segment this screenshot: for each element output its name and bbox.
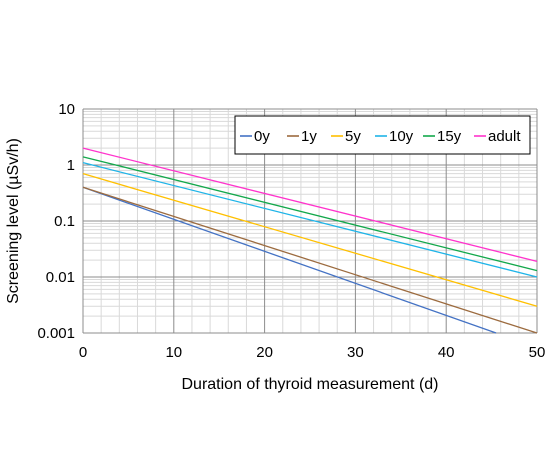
y-tick-label: 0.01 bbox=[46, 269, 75, 286]
x-tick-label: 30 bbox=[347, 344, 364, 361]
series-line-10y bbox=[82, 162, 538, 278]
legend-box bbox=[234, 115, 531, 155]
x-tick-label: 0 bbox=[79, 344, 87, 361]
x-tick-label: 50 bbox=[529, 344, 546, 361]
legend-label-0y: 0y bbox=[254, 128, 270, 145]
y-tick-label: 0.001 bbox=[37, 325, 75, 342]
x-tick-label: 20 bbox=[256, 344, 273, 361]
legend: 0y 1y 5y 10y 15y adult bbox=[234, 115, 531, 155]
y-tick-label: 10 bbox=[58, 101, 75, 118]
series-line-adult bbox=[82, 147, 538, 263]
legend-label-15y: 15y bbox=[437, 128, 462, 145]
legend-label-10y: 10y bbox=[389, 128, 414, 145]
legend-label-adult: adult bbox=[488, 128, 521, 145]
series-lines bbox=[82, 147, 538, 334]
series-line-15y bbox=[82, 156, 538, 272]
series-line-0y bbox=[82, 186, 497, 334]
y-tick-label: 0.1 bbox=[54, 213, 75, 230]
series-line-1y bbox=[82, 186, 538, 334]
y-axis-title: Screening level (µSv/h) bbox=[5, 138, 22, 304]
x-tick-labels: 0 10 20 30 40 50 bbox=[79, 344, 546, 361]
legend-label-1y: 1y bbox=[301, 128, 317, 145]
x-tick-label: 10 bbox=[165, 344, 182, 361]
x-axis-title: Duration of thyroid measurement (d) bbox=[182, 376, 439, 393]
series-line-5y bbox=[82, 173, 538, 307]
y-tick-labels: 0.001 0.01 0.1 1 10 bbox=[37, 101, 75, 342]
legend-label-5y: 5y bbox=[345, 128, 361, 145]
y-tick-label: 1 bbox=[67, 157, 75, 174]
x-tick-label: 40 bbox=[438, 344, 455, 361]
